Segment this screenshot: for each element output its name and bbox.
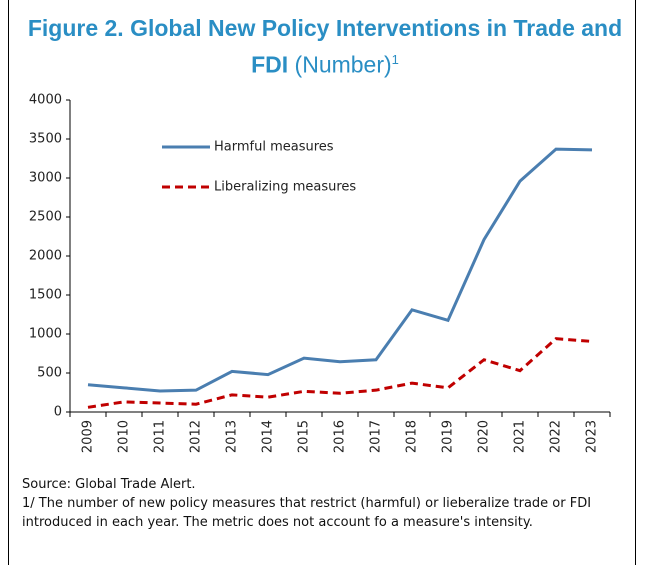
y-tick-label: 3500 [29,132,62,147]
y-tick-label: 500 [37,366,62,381]
legend-label: Harmful measures [214,140,334,155]
y-tick-label: 3000 [29,171,62,186]
y-tick-label: 1500 [29,288,62,303]
title-block: Figure 2. Global New Policy Intervention… [20,12,630,81]
subtitle: (Number) [294,51,392,78]
x-tick-label: 2018 [405,420,420,453]
y-tick-label: 0 [54,405,62,420]
y-tick-label: 2000 [29,249,62,264]
notes: Source: Global Trade Alert. 1/ The numbe… [22,475,627,532]
chart-title: Figure 2. Global New Policy Intervention… [27,15,623,78]
source-note: Source: Global Trade Alert. [22,477,196,492]
x-tick-label: 2021 [513,420,528,453]
x-tick-label: 2013 [225,420,240,453]
note-marker: 1 [391,52,399,67]
x-tick-label: 2022 [549,420,564,453]
x-tick-label: 2010 [117,420,132,453]
x-tick-label: 2015 [297,420,312,453]
x-tick-label: 2020 [477,420,492,453]
x-tick-label: 2019 [441,420,456,453]
x-tick-label: 2009 [81,420,96,453]
x-tick-label: 2023 [585,420,600,453]
x-tick-label: 2012 [189,420,204,453]
x-tick-label: 2017 [369,420,384,453]
x-tick-label: 2011 [153,420,168,453]
y-tick-label: 2500 [29,210,62,225]
x-tick-label: 2014 [261,420,276,453]
y-tick-label: 1000 [29,327,62,342]
y-tick-label: 4000 [29,93,62,108]
chart: 0 500 1000 1500 2000 2500 3000 3500 4000 2009 2010… [29,93,611,453]
x-tick-label: 2016 [333,420,348,453]
footnote: 1/ The number of new policy measures tha… [22,496,592,530]
frame [8,0,636,565]
legend-label: Liberalizing measures [214,180,356,195]
series-line [87,147,593,393]
series-line [87,337,593,409]
